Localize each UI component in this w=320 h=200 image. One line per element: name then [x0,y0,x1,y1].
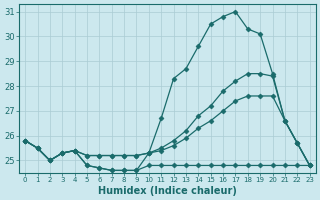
X-axis label: Humidex (Indice chaleur): Humidex (Indice chaleur) [98,186,237,196]
